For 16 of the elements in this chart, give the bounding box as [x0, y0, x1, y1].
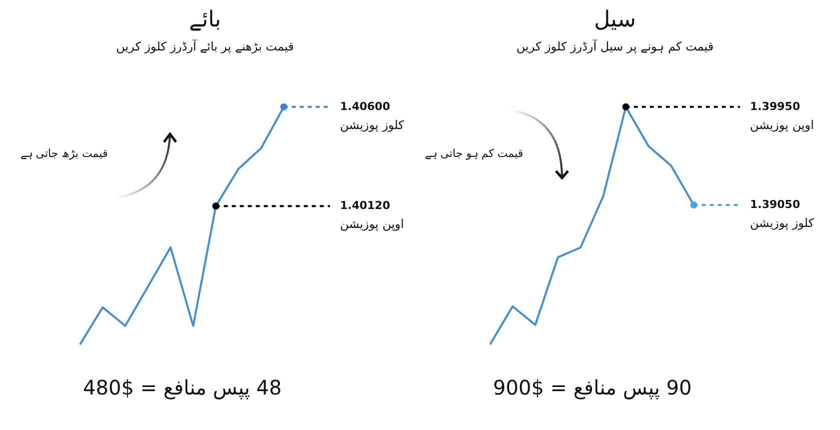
- data-label: 1.40600: [340, 100, 390, 113]
- annotation: قیمت کم ہو جاتی ہے: [424, 147, 524, 160]
- chart-title: بائے: [189, 8, 221, 32]
- data-label: 1.40120: [340, 199, 390, 212]
- text: اوپن پوزیشن: [750, 118, 814, 132]
- text: کلوز پوزیشن: [750, 216, 814, 230]
- chart-subtitle: قیمت کم ہونے پر سیل آرڈرز کلوز کریں: [516, 38, 714, 54]
- x-axis-title: 90 پپس منافع = $900: [493, 376, 692, 400]
- data-label: 1.39950: [750, 100, 800, 113]
- chart-subtitle: قیمت بڑھنے پر بائے آرڈرز کلوز کریں: [116, 38, 294, 54]
- text: اوپن پوزیشن: [340, 217, 404, 232]
- data-label: 1.39050: [750, 198, 800, 211]
- text: کلوز پوزیشن: [340, 118, 404, 132]
- chart-title: سیل: [594, 8, 636, 32]
- x-axis-title: 48 پپس منافع = $480: [83, 376, 282, 400]
- annotation: قیمت بڑھ جاتی ہے: [20, 147, 108, 160]
